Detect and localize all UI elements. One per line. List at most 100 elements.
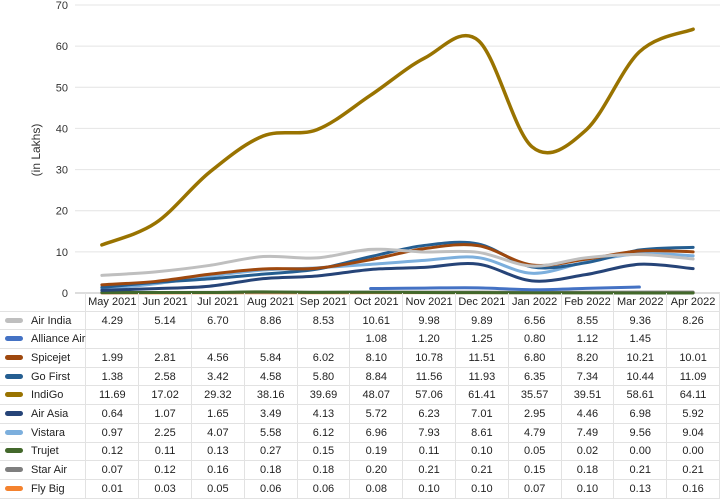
series-line-indigo bbox=[100, 27, 695, 247]
data-label: 0.18 bbox=[560, 460, 615, 480]
data-label: 29.32 bbox=[190, 385, 245, 406]
data-label: 6.70 bbox=[190, 310, 245, 331]
data-label: 4.58 bbox=[243, 366, 298, 387]
x-tick-label: Dec 2021 bbox=[454, 293, 509, 312]
data-label: 0.05 bbox=[507, 441, 562, 462]
table-row: Air Asia 0.64 1.07 1.65 3.49 4.13 5.72 6.23 7.01… bbox=[0, 404, 720, 424]
series-line-air-asia bbox=[100, 262, 695, 292]
data-label: 7.01 bbox=[454, 404, 509, 424]
legend-swatch bbox=[5, 317, 23, 323]
x-tick-label: Feb 2022 bbox=[560, 293, 615, 312]
legend-entry: Alliance Air bbox=[0, 329, 87, 350]
legend-swatch bbox=[5, 336, 23, 342]
data-label: 1.38 bbox=[85, 366, 140, 387]
data-label bbox=[190, 329, 245, 350]
data-label: 0.00 bbox=[613, 441, 668, 462]
data-label: 8.53 bbox=[296, 310, 351, 331]
data-label: 11.69 bbox=[85, 385, 140, 406]
data-label: 2.25 bbox=[138, 422, 192, 443]
data-label: 4.79 bbox=[507, 422, 562, 443]
data-label: 0.21 bbox=[454, 460, 509, 480]
data-label: 7.93 bbox=[402, 422, 456, 443]
y-axis-label: (in Lakhs) bbox=[29, 124, 43, 177]
data-label: 35.57 bbox=[507, 385, 562, 406]
legend-label: Star Air bbox=[31, 464, 68, 477]
data-label: 2.81 bbox=[138, 348, 192, 368]
x-tick-label: Apr 2022 bbox=[666, 293, 720, 312]
data-label: 1.08 bbox=[349, 329, 404, 350]
x-tick-label: May 2021 bbox=[85, 293, 140, 312]
data-label: 5.92 bbox=[666, 404, 720, 424]
series-line-air-india bbox=[100, 247, 695, 277]
data-label: 0.11 bbox=[402, 441, 456, 462]
data-label: 0.05 bbox=[190, 478, 245, 499]
data-label: 3.49 bbox=[243, 404, 298, 424]
data-label: 17.02 bbox=[138, 385, 192, 406]
data-label: 5.72 bbox=[349, 404, 404, 424]
legend-label: Fly Big bbox=[31, 482, 65, 495]
data-label: 4.46 bbox=[560, 404, 615, 424]
data-label: 9.89 bbox=[454, 310, 509, 331]
data-label: 0.01 bbox=[85, 478, 140, 499]
y-tick-label: 50 bbox=[56, 82, 68, 94]
legend-swatch bbox=[5, 467, 23, 473]
data-label: 9.36 bbox=[613, 310, 668, 331]
y-tick-label: 70 bbox=[56, 0, 68, 12]
data-label: 10.78 bbox=[402, 348, 456, 368]
table-row: Trujet 0.12 0.11 0.13 0.27 0.15 0.19 0.11 0.10 0.… bbox=[0, 441, 720, 462]
legend-label: Air Asia bbox=[31, 407, 69, 420]
data-label: 38.16 bbox=[243, 385, 298, 406]
line-chart: 0 10 20 30 40 50 60 70 (in Lakhs) bbox=[29, 0, 720, 300]
data-label: 8.84 bbox=[349, 366, 404, 387]
legend-entry: Trujet bbox=[0, 441, 87, 462]
data-label: 0.06 bbox=[243, 478, 298, 499]
data-label: 4.07 bbox=[190, 422, 245, 443]
legend-entry: Star Air bbox=[0, 460, 87, 480]
legend-label: Trujet bbox=[31, 445, 59, 458]
data-label: 3.42 bbox=[190, 366, 245, 387]
legend-entry: Go First bbox=[0, 366, 87, 387]
y-tick-label: 20 bbox=[56, 206, 68, 218]
data-label: 58.61 bbox=[613, 385, 668, 406]
data-label: 1.45 bbox=[613, 329, 668, 350]
data-label: 57.06 bbox=[402, 385, 456, 406]
data-label: 6.96 bbox=[349, 422, 404, 443]
data-label: 39.69 bbox=[296, 385, 351, 406]
table-row: Star Air 0.07 0.12 0.16 0.18 0.18 0.20 0.21 0.21… bbox=[0, 460, 720, 480]
data-label: 10.61 bbox=[349, 310, 404, 331]
x-tick-label: Mar 2022 bbox=[613, 293, 668, 312]
data-label: 0.20 bbox=[349, 460, 404, 480]
data-label bbox=[666, 329, 720, 350]
data-label: 0.10 bbox=[560, 478, 615, 499]
data-label: 0.02 bbox=[560, 441, 615, 462]
data-label: 0.10 bbox=[454, 441, 509, 462]
table-row: Fly Big 0.01 0.03 0.05 0.06 0.06 0.08 0.10 0.10 0… bbox=[0, 478, 720, 499]
data-label: 0.21 bbox=[402, 460, 456, 480]
data-label: 1.99 bbox=[85, 348, 140, 368]
data-label: 8.55 bbox=[560, 310, 615, 331]
table-row: Alliance Air 1.08 1.20 1.25 0.80 1.12 1.45 bbox=[0, 329, 720, 350]
data-label: 6.80 bbox=[507, 348, 562, 368]
data-label: 0.08 bbox=[349, 478, 404, 499]
data-label: 2.95 bbox=[507, 404, 562, 424]
data-label: 0.21 bbox=[666, 460, 720, 480]
data-label: 0.97 bbox=[85, 422, 140, 443]
data-label: 48.07 bbox=[349, 385, 404, 406]
y-tick-label: 10 bbox=[56, 247, 68, 259]
x-tick-label: Sep 2021 bbox=[296, 293, 351, 312]
legend-label: Go First bbox=[31, 370, 71, 383]
data-label: 5.58 bbox=[243, 422, 298, 443]
data-label: 7.49 bbox=[560, 422, 615, 443]
data-label: 6.35 bbox=[507, 366, 562, 387]
legend-label: IndiGo bbox=[31, 389, 64, 402]
data-label: 0.10 bbox=[454, 478, 509, 499]
data-label: 1.20 bbox=[402, 329, 456, 350]
legend-entry: IndiGo bbox=[0, 385, 87, 406]
data-label: 0.16 bbox=[190, 460, 245, 480]
series-line-trujet bbox=[100, 290, 695, 295]
data-label: 0.07 bbox=[85, 460, 140, 480]
data-label: 5.14 bbox=[138, 310, 192, 331]
data-label bbox=[243, 329, 298, 350]
x-tick-label: Jan 2022 bbox=[507, 293, 562, 312]
